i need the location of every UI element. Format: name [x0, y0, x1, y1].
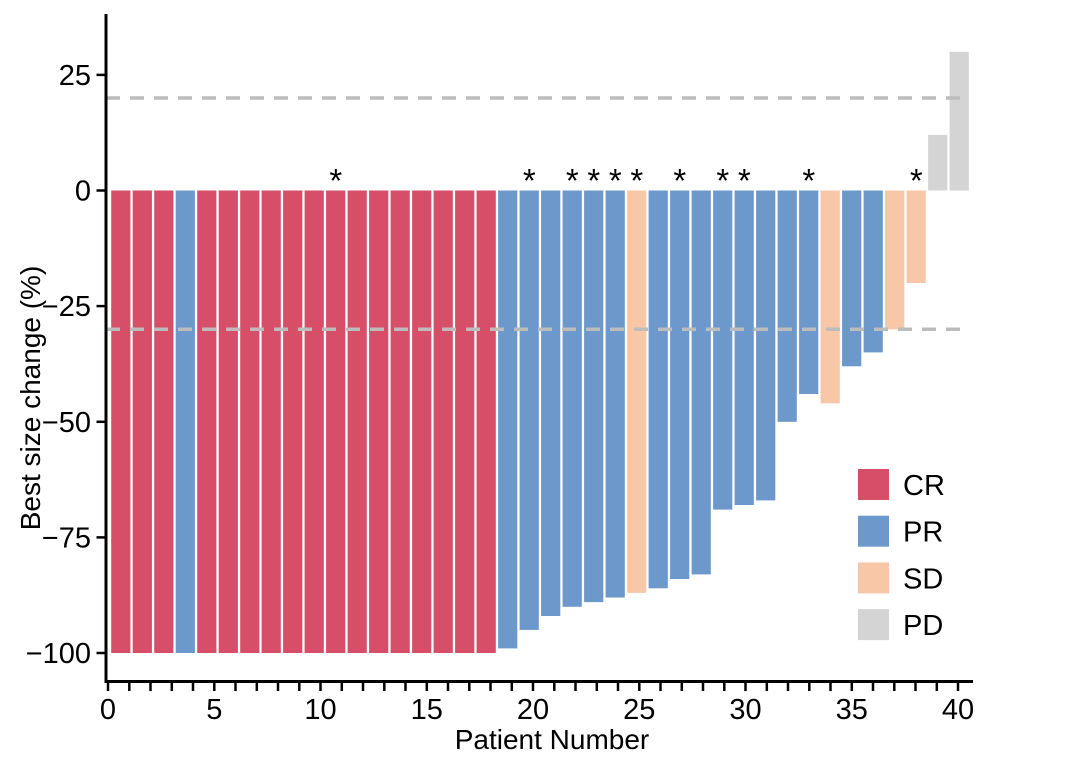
- asterisk-patient-30: *: [738, 162, 751, 199]
- bar-patient-5: [197, 190, 217, 653]
- bar-patient-37: [885, 190, 905, 330]
- y-tick-label--25: −25: [42, 291, 91, 323]
- bar-patient-6: [218, 190, 238, 653]
- legend-swatch-PR: [858, 515, 889, 547]
- bar-patient-13: [369, 190, 389, 653]
- y-tick-label-0: 0: [75, 176, 91, 208]
- x-tick-label-30: 30: [729, 694, 761, 726]
- y-tick-label--50: −50: [42, 407, 91, 439]
- axes-layer: [104, 14, 973, 683]
- x-tick-label-10: 10: [304, 694, 336, 726]
- bar-patient-7: [240, 190, 260, 653]
- x-tick-label-5: 5: [206, 694, 222, 726]
- bar-patient-8: [261, 190, 281, 653]
- bar-patient-33: [799, 190, 819, 394]
- bar-patient-3: [154, 190, 174, 653]
- bar-patient-40: [949, 51, 969, 191]
- ticks-layer: 0 5 10 15 20 25 30 35 40 25 0 −25 −50 −75 −100: [26, 60, 974, 726]
- legend-label-CR: CR: [903, 470, 945, 502]
- bar-patient-32: [777, 190, 797, 422]
- bar-patient-16: [433, 190, 453, 653]
- asterisk-patient-29: *: [716, 162, 729, 199]
- x-tick-label-0: 0: [100, 694, 116, 726]
- reference-lines-layer: [106, 96, 970, 332]
- bar-patient-27: [670, 190, 690, 579]
- bar-patient-26: [648, 190, 668, 589]
- y-axis-title: Best size change (%): [15, 266, 46, 531]
- y-tick-label--100: −100: [26, 638, 91, 670]
- asterisk-patient-23: *: [587, 162, 600, 199]
- bar-patient-28: [691, 190, 711, 575]
- legend-item-PD: PD: [858, 609, 943, 642]
- bar-patient-34: [820, 190, 840, 404]
- axis-lines: [104, 14, 973, 683]
- bar-patient-11: [326, 190, 346, 653]
- asterisk-patient-20: *: [523, 162, 536, 199]
- bars-layer: [111, 51, 969, 653]
- bar-patient-14: [390, 190, 410, 653]
- bar-patient-23: [584, 190, 604, 603]
- legend-item-PR: PR: [858, 515, 943, 549]
- legend-swatch-PD: [858, 609, 889, 641]
- bar-patient-25: [627, 190, 647, 593]
- x-tick-label-35: 35: [836, 694, 868, 726]
- bar-patient-38: [906, 190, 926, 283]
- bar-patient-15: [412, 190, 432, 653]
- bar-patient-36: [863, 190, 883, 353]
- y-tick-label-25: 25: [59, 60, 91, 92]
- asterisk-patient-33: *: [802, 162, 815, 199]
- bar-patient-9: [283, 190, 303, 653]
- legend: CR PR SD PD: [858, 469, 945, 642]
- legend-item-SD: SD: [858, 562, 943, 595]
- x-tick-label-40: 40: [942, 694, 974, 726]
- bar-patient-4: [175, 190, 195, 653]
- asterisk-patient-11: *: [329, 162, 342, 199]
- asterisk-patient-25: *: [630, 162, 643, 199]
- asterisk-patient-38: *: [910, 162, 923, 199]
- bar-patient-19: [498, 190, 518, 649]
- bar-patient-18: [476, 190, 496, 653]
- asterisks-layer: * * * * * * * * * * *: [329, 162, 923, 199]
- bar-patient-24: [605, 190, 625, 598]
- legend-swatch-SD: [858, 562, 889, 594]
- bar-patient-21: [541, 190, 561, 616]
- bar-patient-22: [562, 190, 582, 607]
- bar-patient-10: [304, 190, 324, 653]
- legend-label-PD: PD: [903, 610, 943, 642]
- bar-patient-1: [111, 190, 131, 653]
- bar-patient-31: [756, 190, 776, 501]
- asterisk-patient-27: *: [673, 162, 686, 199]
- asterisk-patient-22: *: [566, 162, 579, 199]
- bar-patient-35: [842, 190, 862, 367]
- y-tick-label--75: −75: [42, 522, 91, 554]
- legend-label-PR: PR: [903, 517, 943, 549]
- bar-patient-20: [519, 190, 539, 630]
- legend-label-SD: SD: [903, 563, 943, 595]
- legend-swatch-CR: [858, 469, 889, 500]
- asterisk-patient-24: *: [609, 162, 622, 199]
- bar-patient-30: [734, 190, 754, 505]
- bar-patient-39: [928, 135, 948, 191]
- bar-patient-12: [347, 190, 367, 653]
- bar-patient-2: [132, 190, 152, 653]
- legend-item-CR: CR: [858, 469, 945, 502]
- bar-patient-29: [713, 190, 733, 510]
- x-tick-label-25: 25: [623, 694, 655, 726]
- x-tick-label-15: 15: [411, 694, 443, 726]
- x-tick-label-20: 20: [517, 694, 549, 726]
- x-axis-title: Patient Number: [455, 724, 650, 755]
- bar-patient-17: [455, 190, 475, 653]
